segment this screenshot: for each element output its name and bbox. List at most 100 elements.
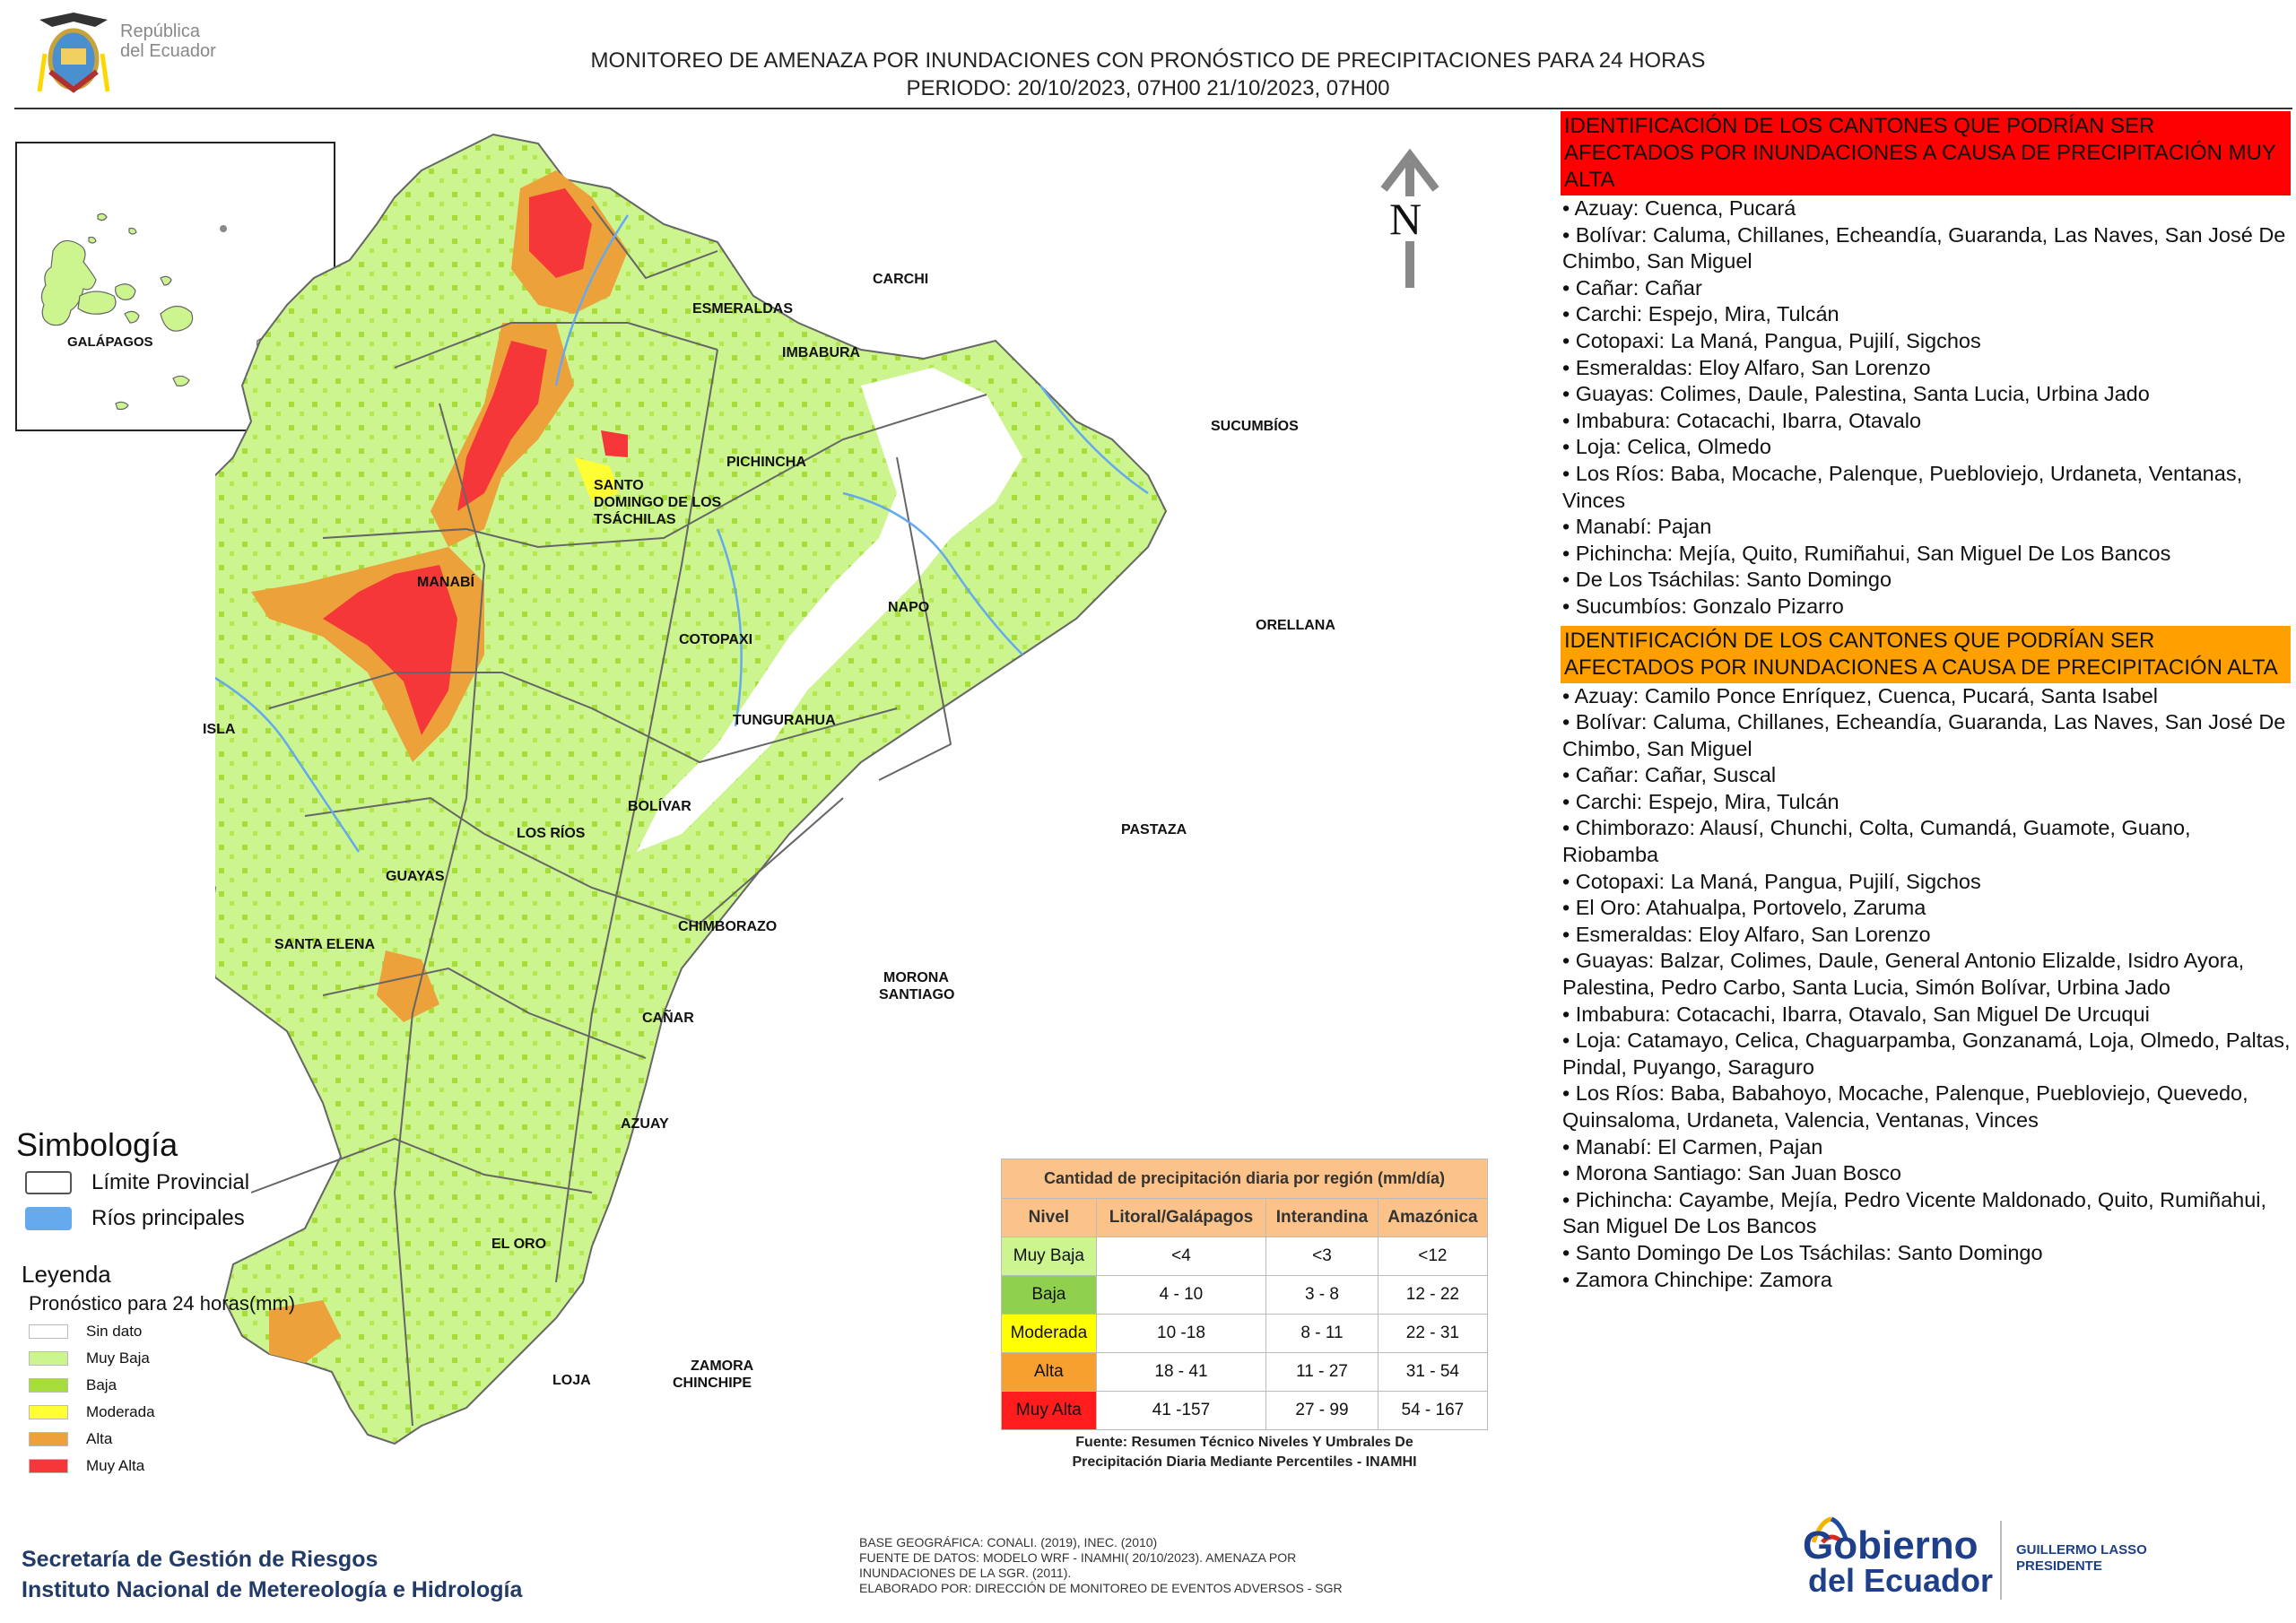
table-cell: 31 - 54 [1377, 1352, 1489, 1392]
label-sucumbios: SUCUMBÍOS [1211, 419, 1299, 434]
table-row: Baja 4 - 10 3 - 8 12 - 22 [1001, 1275, 1489, 1315]
list-item: • Los Ríos: Baba, Mocache, Palenque, Pue… [1562, 461, 2243, 512]
alta-list: • Azuay: Camilo Ponce Enríquez, Cuenca, … [1561, 683, 2291, 1294]
label-cotopaxi: COTOPAXI [679, 632, 753, 647]
legend-subtitle: Pronóstico para 24 horas(mm) [29, 1292, 296, 1315]
table-cell: <4 [1095, 1237, 1267, 1276]
label-santa-elena: SANTA ELENA [274, 937, 375, 952]
list-item: • Azuay: Cuenca, Pucará [1562, 196, 1796, 220]
north-arrow: N [1377, 148, 1439, 291]
table-row: Muy Alta 41 -157 27 - 99 54 - 167 [1001, 1391, 1489, 1430]
table-header: Nivel [1001, 1198, 1097, 1237]
precipitation-table: Cantidad de precipitación diaria por reg… [1001, 1159, 1489, 1430]
list-item: • Esmeraldas: Eloy Alfaro, San Lorenzo [1562, 355, 1931, 379]
legend-swatch [29, 1324, 68, 1339]
credits: Secretaría de Gestión de Riesgos Institu… [22, 1544, 522, 1605]
cantons-panel: IDENTIFICACIÓN DE LOS CANTONES QUE PODRÍ… [1561, 111, 2291, 1293]
legend-swatch [29, 1351, 68, 1366]
no-data-area [637, 368, 1022, 852]
list-item: • Bolívar: Caluma, Chillanes, Echeandía,… [1562, 710, 2286, 760]
label-los-rios: LOS RÍOS [517, 826, 586, 841]
level-cell: Alta [1001, 1352, 1097, 1392]
list-item: • Chimborazo: Alausí, Chunchi, Colta, Cu… [1562, 816, 2191, 867]
source-notes: BASE GEOGRÁFICA: CONALI. (2019), INEC. (… [859, 1535, 1343, 1596]
inset-label: GALÁPAGOS [67, 334, 153, 350]
label-imbabura: IMBABURA [782, 345, 861, 360]
precipitation-map [142, 133, 1168, 1445]
table-title: Cantidad de precipitación diaria por reg… [1001, 1159, 1488, 1199]
table-cell: 22 - 31 [1377, 1314, 1489, 1353]
label-zamora-2: CHINCHIPE [673, 1376, 752, 1391]
table-cell: 12 - 22 [1377, 1275, 1489, 1315]
label-santo-domingo-3: TSÁCHILAS [594, 512, 676, 527]
rios-label: Ríos principales [91, 1206, 245, 1230]
source-line-1: Fuente: Resumen Técnico Niveles Y Umbral… [1075, 1435, 1413, 1450]
list-item: • Pichincha: Cayambe, Mejía, Pedro Vicen… [1562, 1187, 2267, 1238]
legend-swatch [29, 1405, 68, 1419]
label-el-oro: EL ORO [491, 1237, 547, 1252]
limite-label: Límite Provincial [91, 1170, 250, 1194]
legend-swatch [29, 1378, 68, 1393]
label-guayas: GUAYAS [386, 869, 445, 884]
list-item: • Santo Domingo De Los Tsáchilas: Santo … [1562, 1240, 2043, 1264]
gob-text-1: Gobierno [1803, 1523, 1979, 1567]
list-item: • Azuay: Camilo Ponce Enríquez, Cuenca, … [1562, 683, 2158, 707]
table-cell: 27 - 99 [1265, 1391, 1378, 1430]
label-pichincha: PICHINCHA [726, 455, 806, 470]
label-loja: LOJA [552, 1373, 591, 1388]
list-item: • Guayas: Colimes, Daule, Palestina, San… [1562, 382, 2150, 406]
list-item: • Loja: Celica, Olmedo [1562, 435, 1771, 459]
legend-swatch [29, 1432, 68, 1446]
label-canar: CAÑAR [642, 1011, 694, 1026]
label-pastaza: PASTAZA [1121, 822, 1187, 838]
list-item: • Loja: Catamayo, Celica, Chaguarpamba, … [1562, 1028, 2291, 1079]
president-name: GUILLERMO LASSO [2016, 1542, 2147, 1558]
list-item: • Carchi: Espejo, Mira, Tulcán [1562, 789, 1839, 813]
label-manabi: MANABÍ [417, 575, 474, 590]
list-item: • Manabí: Pajan [1562, 515, 1712, 539]
legend-swatch [29, 1459, 68, 1473]
label-zamora-1: ZAMORA [691, 1358, 754, 1374]
north-label: N [1387, 194, 1424, 244]
table-header: Interandina [1265, 1198, 1378, 1237]
president-title: PRESIDENTE [2016, 1558, 2102, 1574]
note-line: ELABORADO POR: DIRECCIÓN DE MONITOREO DE… [859, 1581, 1343, 1595]
symbology-rios: Ríos principales [25, 1201, 339, 1237]
list-item: • Cañar: Cañar, Suscal [1562, 763, 1777, 787]
legend: Leyenda Pronóstico para 24 horas(mm) Sin… [22, 1259, 344, 1480]
source-line-2: Precipitación Diaria Mediante Percentile… [1072, 1454, 1417, 1470]
gob-text-2: del Ecuador [1808, 1562, 1994, 1599]
level-cell: Muy Alta [1001, 1391, 1097, 1430]
table-row: Moderada 10 -18 8 - 11 22 - 31 [1001, 1314, 1489, 1353]
legend-item: Baja [29, 1372, 344, 1399]
list-item: • Guayas: Balzar, Colimes, Daule, Genera… [1562, 949, 2245, 1000]
table-cell: 8 - 11 [1265, 1314, 1378, 1353]
label-isla: ISLA [203, 722, 236, 737]
coat-of-arms-icon [37, 13, 110, 93]
label-santo-domingo-2: DOMINGO DE LOS [594, 495, 722, 510]
alta-header: IDENTIFICACIÓN DE LOS CANTONES QUE PODRÍ… [1561, 625, 2291, 683]
table-cell: 10 -18 [1095, 1314, 1267, 1353]
high-precip-zones [251, 170, 628, 1363]
note-line: INUNDACIONES DE LA SGR. (2011). [859, 1566, 1072, 1580]
label-orellana: ORELLANA [1256, 618, 1335, 633]
list-item: • De Los Tsáchilas: Santo Domingo [1562, 568, 1892, 592]
limite-swatch [25, 1171, 72, 1194]
gobierno-mark-icon [1811, 1516, 1848, 1544]
label-tungurahua: TUNGURAHUA [733, 713, 836, 728]
list-item: • Cotopaxi: La Maná, Pangua, Pujilí, Sig… [1562, 328, 1981, 352]
label-bolivar: BOLÍVAR [628, 799, 691, 814]
list-item: • Esmeraldas: Eloy Alfaro, San Lorenzo [1562, 922, 1931, 946]
muy-alta-header: IDENTIFICACIÓN DE LOS CANTONES QUE PODRÍ… [1561, 111, 2291, 195]
legend-item: Muy Alta [29, 1453, 344, 1480]
legend-label: Muy Alta [86, 1457, 145, 1474]
legend-label: Baja [86, 1376, 117, 1393]
gobierno-logo: Gobierno del Ecuador GUILLERMO LASSO PRE… [1803, 1515, 2179, 1605]
list-item: • El Oro: Atahualpa, Portovelo, Zaruma [1562, 896, 1926, 920]
rios-swatch [25, 1207, 72, 1230]
legend-item: Muy Baja [29, 1345, 344, 1372]
table-cell: 54 - 167 [1377, 1391, 1489, 1430]
level-cell: Muy Baja [1001, 1237, 1097, 1276]
rivers [170, 214, 1149, 853]
list-item: • Pichincha: Mejía, Quito, Rumiñahui, Sa… [1562, 541, 2171, 565]
